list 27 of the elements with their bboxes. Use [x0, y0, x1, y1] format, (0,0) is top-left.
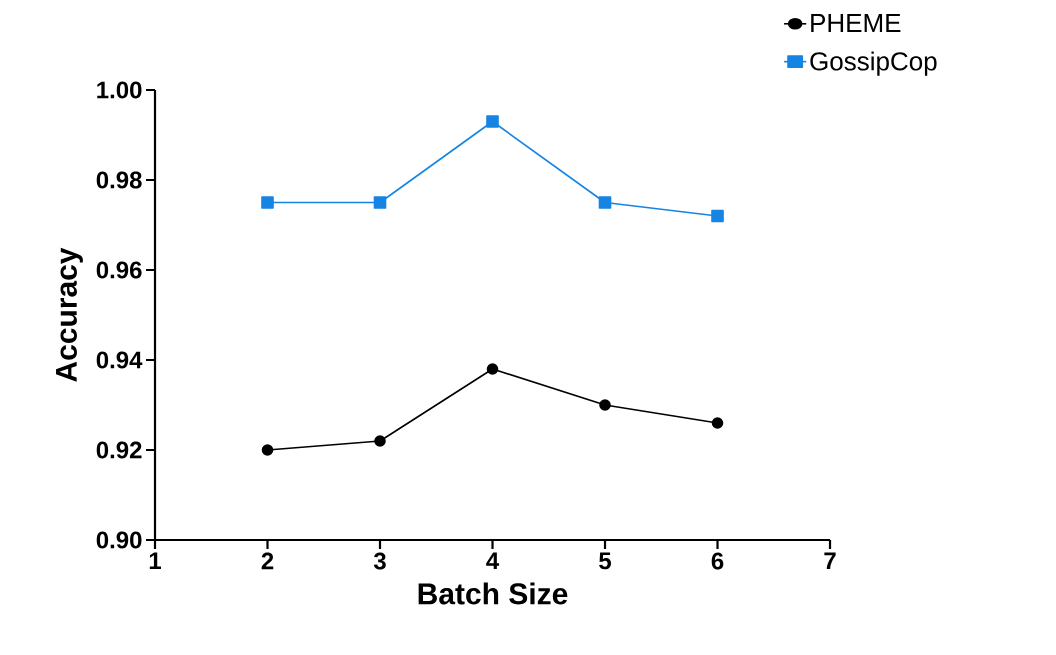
point — [711, 209, 724, 223]
x-axis-title: Batch Size — [418, 582, 568, 605]
x-tick-label: 1 — [149, 552, 161, 570]
x-tick-label: 3 — [373, 552, 386, 570]
point — [486, 115, 499, 128]
legend-label: PHEME — [811, 14, 901, 32]
x-tick-label: 6 — [711, 552, 724, 570]
y-tick-label: 1.00 — [97, 81, 142, 99]
y-tick-label: 0.94 — [96, 351, 143, 369]
point — [261, 444, 274, 456]
legend-label: GossipCop — [810, 51, 937, 76]
y-tick-label: 0.92 — [96, 441, 142, 459]
y-axis-title: Accuracy — [56, 247, 83, 382]
point — [374, 435, 386, 447]
x-tick-label: 2 — [261, 552, 274, 570]
y-tick-label: 0.90 — [96, 531, 142, 549]
point — [598, 196, 612, 209]
y-tick-label: 0.98 — [96, 171, 142, 189]
point — [261, 196, 274, 209]
y-tick-label: 0.96 — [96, 261, 142, 279]
x-tick-label: 4 — [486, 552, 500, 570]
x-tick-label: 7 — [824, 552, 836, 570]
point — [486, 363, 499, 375]
x-tick-label: 5 — [599, 552, 612, 570]
point — [599, 399, 611, 411]
point — [373, 196, 387, 209]
point — [711, 417, 724, 429]
